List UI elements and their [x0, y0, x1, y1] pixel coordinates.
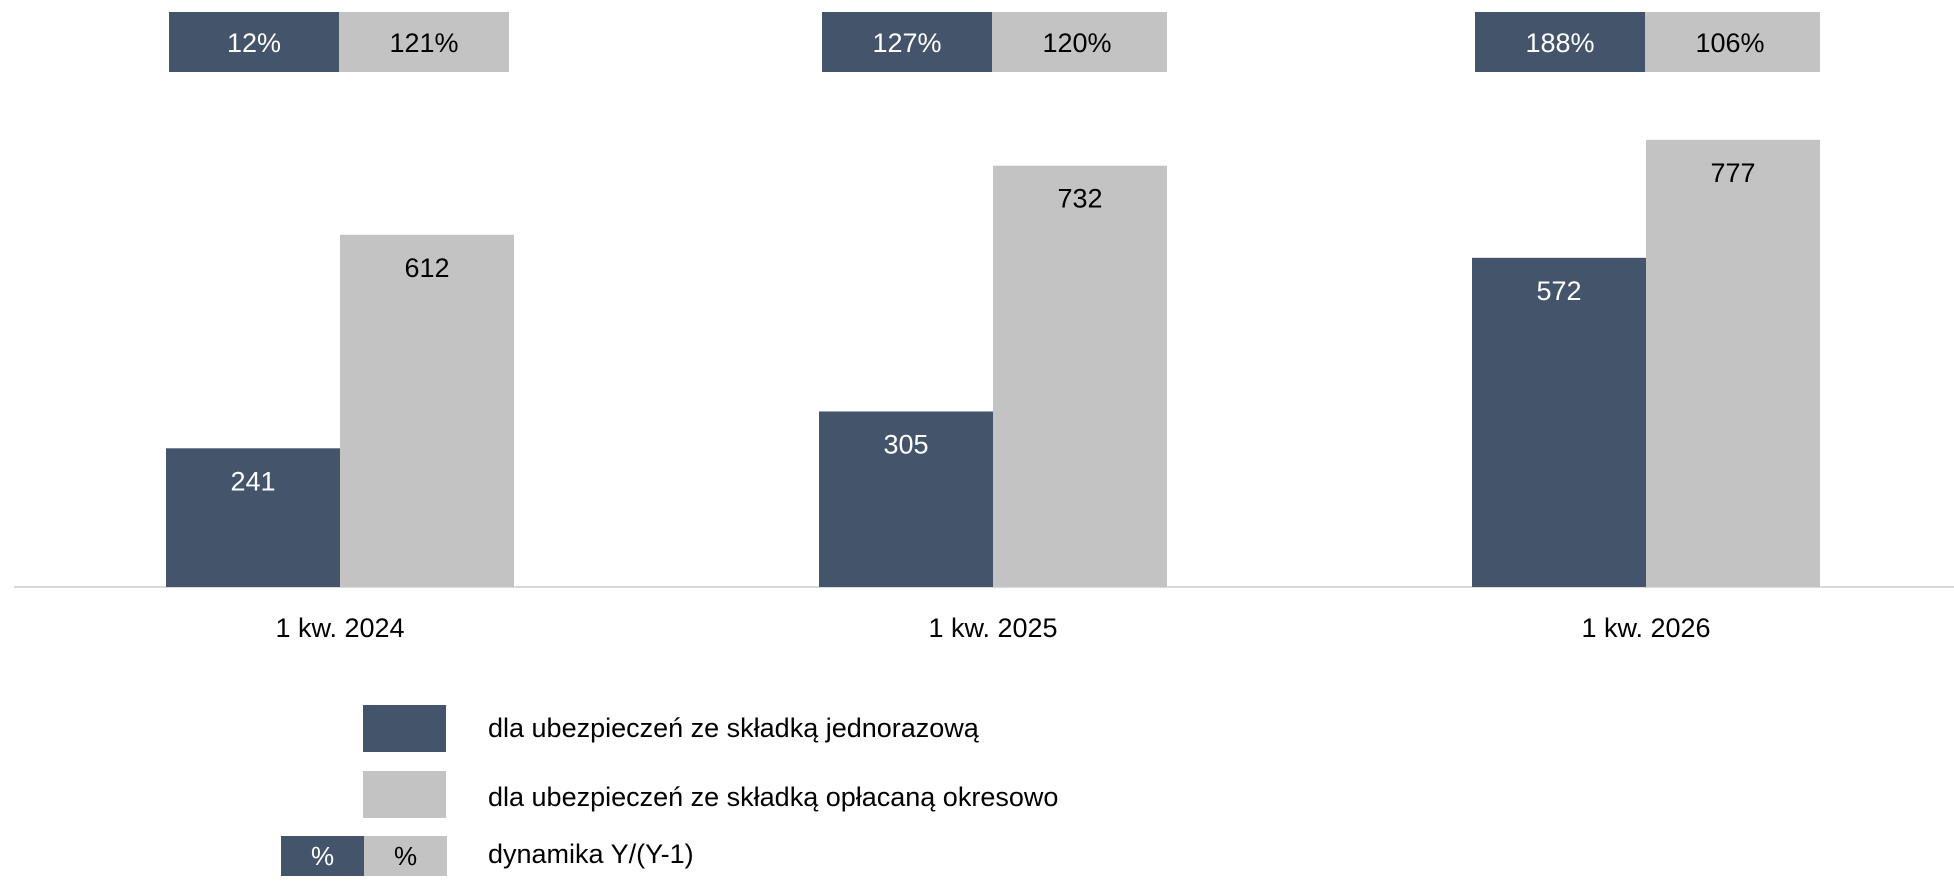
data-label-single-1: 305: [883, 429, 928, 459]
bar-single-1: [819, 411, 993, 587]
dynamics-box-single-1: [822, 12, 992, 72]
dynamics-label-periodic-0: 121%: [389, 28, 458, 58]
dynamics-box-periodic-0: [339, 12, 509, 72]
bar-periodic-2: [1646, 139, 1820, 588]
bar-chart: 241 612 12% 121% 1 kw. 2024 305 732 127% 120% 1 k…: [14, 12, 1954, 643]
dynamics-box-periodic-1: [992, 12, 1167, 72]
dynamics-label-single-2: 188%: [1525, 28, 1594, 58]
legend-swatch-periodic-premium: [363, 771, 446, 818]
category-label-2: 1 kw. 2026: [1581, 613, 1710, 643]
dynamics-label-single-1: 127%: [872, 28, 941, 58]
legend-swatch-single-premium: [363, 705, 446, 752]
data-label-periodic-2: 777: [1710, 158, 1755, 188]
legend-mini-light: %: [364, 836, 447, 876]
bar-periodic-1: [993, 165, 1167, 587]
legend-label-dynamics: dynamika Y/(Y-1): [488, 839, 694, 869]
legend-label-single-premium: dla ubezpieczeń ze składką jednorazową: [488, 713, 979, 743]
dynamics-box-periodic-2: [1645, 12, 1820, 72]
legend-mini-dark: %: [281, 836, 364, 876]
legend-label-periodic-premium: dla ubezpieczeń ze składką opłacaną okre…: [488, 782, 1059, 812]
bar-single-2: [1472, 257, 1646, 587]
bar-periodic-0: [340, 234, 514, 587]
dynamics-box-single-2: [1475, 12, 1645, 72]
category-label-1: 1 kw. 2025: [928, 613, 1057, 643]
dynamics-label-single-0: 12%: [227, 28, 281, 58]
data-label-single-2: 572: [1536, 276, 1581, 306]
dynamics-label-periodic-1: 120%: [1042, 28, 1111, 58]
bar-single-0: [166, 448, 340, 587]
data-label-single-0: 241: [230, 466, 275, 496]
category-label-0: 1 kw. 2024: [275, 613, 404, 643]
dynamics-label-periodic-2: 106%: [1695, 28, 1764, 58]
data-label-periodic-1: 732: [1057, 184, 1102, 214]
data-label-periodic-0: 612: [404, 253, 449, 283]
dynamics-box-single-0: [169, 12, 339, 72]
